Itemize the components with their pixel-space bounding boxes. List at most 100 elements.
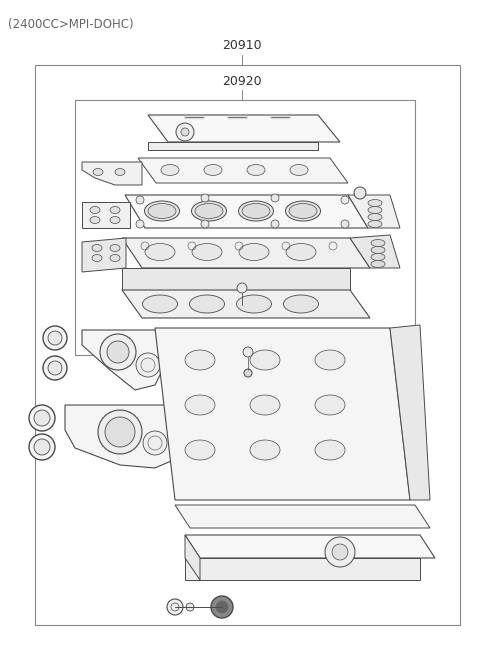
Ellipse shape (368, 221, 382, 227)
Ellipse shape (144, 201, 180, 221)
Circle shape (216, 601, 228, 613)
Ellipse shape (145, 244, 175, 261)
Ellipse shape (204, 164, 222, 176)
Text: 20910: 20910 (222, 39, 262, 52)
Polygon shape (75, 100, 415, 355)
Ellipse shape (368, 206, 382, 214)
Polygon shape (138, 158, 348, 183)
Polygon shape (65, 405, 210, 468)
Polygon shape (155, 328, 410, 500)
Polygon shape (350, 235, 400, 268)
Ellipse shape (185, 440, 215, 460)
Ellipse shape (286, 201, 321, 221)
Polygon shape (122, 238, 370, 268)
Ellipse shape (192, 201, 227, 221)
Polygon shape (185, 558, 420, 580)
Ellipse shape (250, 395, 280, 415)
Circle shape (136, 353, 160, 377)
Ellipse shape (239, 201, 274, 221)
Ellipse shape (368, 200, 382, 206)
Ellipse shape (371, 246, 385, 253)
Polygon shape (390, 325, 430, 500)
Circle shape (186, 603, 194, 611)
Polygon shape (348, 195, 400, 228)
Circle shape (244, 369, 252, 377)
Circle shape (48, 361, 62, 375)
Circle shape (167, 599, 183, 615)
Circle shape (107, 341, 129, 363)
Circle shape (201, 194, 209, 202)
Circle shape (176, 123, 194, 141)
Polygon shape (122, 268, 350, 290)
Ellipse shape (284, 295, 319, 313)
Circle shape (48, 331, 62, 345)
Circle shape (29, 405, 55, 431)
Circle shape (34, 410, 50, 426)
Circle shape (34, 439, 50, 455)
Ellipse shape (93, 168, 103, 176)
Circle shape (237, 283, 247, 293)
Ellipse shape (90, 217, 100, 223)
Polygon shape (82, 330, 170, 390)
Circle shape (341, 196, 349, 204)
Circle shape (354, 187, 366, 199)
Circle shape (105, 417, 135, 447)
Circle shape (201, 220, 209, 228)
Polygon shape (148, 115, 340, 142)
Polygon shape (82, 202, 130, 228)
Ellipse shape (92, 244, 102, 252)
Circle shape (29, 434, 55, 460)
Ellipse shape (110, 217, 120, 223)
Polygon shape (175, 505, 430, 528)
Polygon shape (185, 535, 435, 558)
Ellipse shape (90, 206, 100, 214)
Circle shape (43, 326, 67, 350)
Ellipse shape (110, 206, 120, 214)
Circle shape (100, 334, 136, 370)
Circle shape (271, 194, 279, 202)
Ellipse shape (315, 440, 345, 460)
Polygon shape (82, 162, 142, 185)
Ellipse shape (110, 255, 120, 261)
Ellipse shape (371, 240, 385, 246)
Ellipse shape (161, 164, 179, 176)
Circle shape (271, 220, 279, 228)
Circle shape (181, 128, 189, 136)
Text: (2400CC>MPI-DOHC): (2400CC>MPI-DOHC) (8, 18, 133, 31)
Circle shape (325, 537, 355, 567)
Ellipse shape (192, 244, 222, 261)
Ellipse shape (239, 244, 269, 261)
Polygon shape (148, 142, 318, 150)
Polygon shape (185, 535, 200, 580)
Ellipse shape (247, 164, 265, 176)
Polygon shape (122, 290, 370, 318)
Ellipse shape (237, 295, 272, 313)
Ellipse shape (148, 204, 176, 219)
Ellipse shape (92, 255, 102, 261)
Circle shape (143, 431, 167, 455)
Ellipse shape (250, 350, 280, 370)
Ellipse shape (143, 295, 178, 313)
Ellipse shape (190, 295, 225, 313)
Ellipse shape (286, 244, 316, 261)
Ellipse shape (110, 244, 120, 252)
Ellipse shape (185, 350, 215, 370)
Circle shape (43, 356, 67, 380)
Ellipse shape (250, 440, 280, 460)
Ellipse shape (371, 253, 385, 261)
Ellipse shape (289, 204, 317, 219)
Polygon shape (125, 195, 368, 228)
Circle shape (211, 596, 233, 618)
Circle shape (243, 347, 253, 357)
Text: 20920: 20920 (222, 75, 262, 88)
Ellipse shape (195, 204, 223, 219)
Circle shape (332, 544, 348, 560)
Ellipse shape (115, 168, 125, 176)
Polygon shape (35, 65, 460, 625)
Ellipse shape (315, 395, 345, 415)
Ellipse shape (185, 395, 215, 415)
Ellipse shape (290, 164, 308, 176)
Ellipse shape (371, 261, 385, 267)
Circle shape (136, 220, 144, 228)
Circle shape (354, 196, 362, 204)
